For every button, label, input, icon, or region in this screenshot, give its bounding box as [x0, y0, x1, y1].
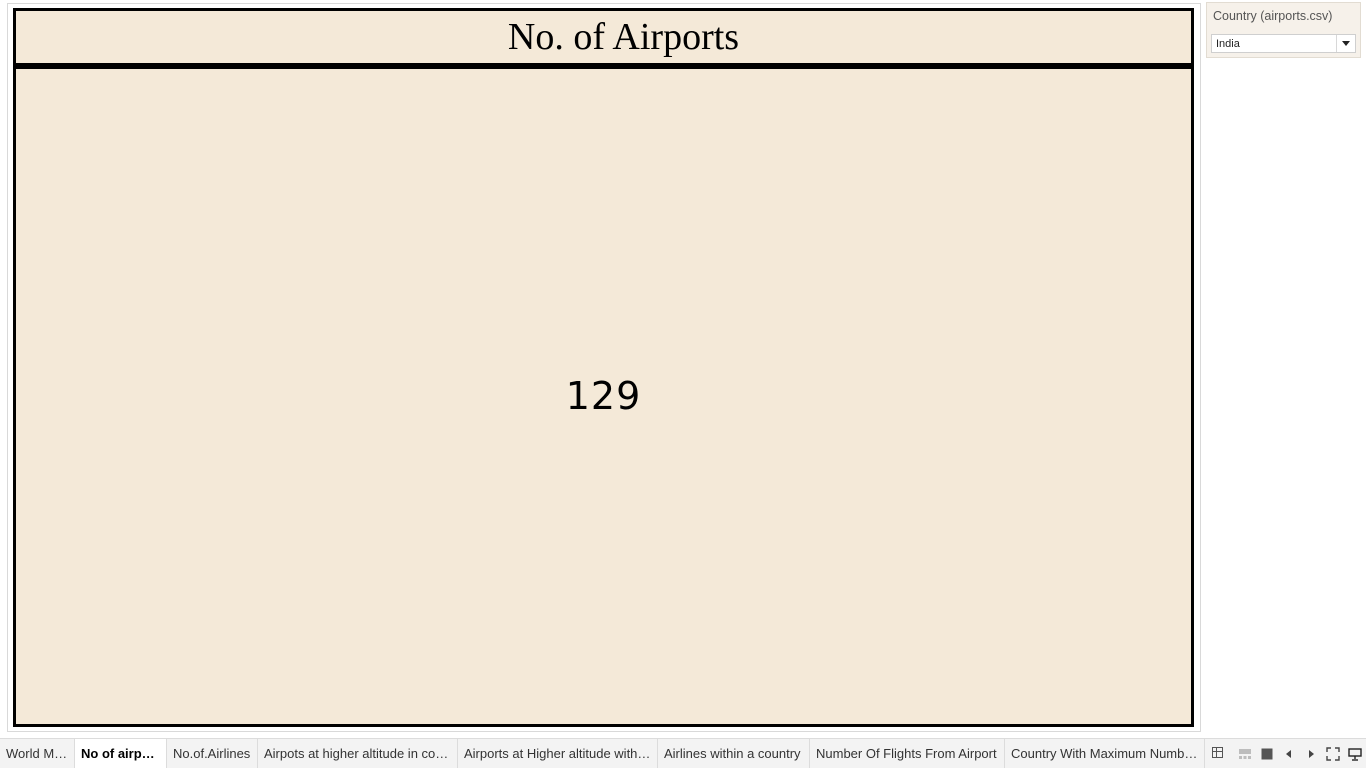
fit-screen-icon[interactable]	[1322, 739, 1344, 768]
tab-airports-higher-altitude-country[interactable]: Airpots at higher altitude in coun...	[258, 739, 458, 768]
tab-no-of-airlines[interactable]: No.of.Airlines	[167, 739, 258, 768]
new-sheet-icon[interactable]	[1212, 747, 1223, 758]
kpi-panel[interactable]: 129	[13, 66, 1194, 727]
tab-world-map[interactable]: World Map	[0, 739, 75, 768]
filmstrip-icon[interactable]	[1234, 739, 1256, 768]
tab-country-max-number[interactable]: Country With Maximum Number...	[1005, 739, 1205, 768]
tab-airports-higher-altitude-within[interactable]: Airports at Higher altitude within...	[458, 739, 658, 768]
sheet-tabs: World Map No of airports No.of.Airlines …	[0, 739, 1224, 768]
country-select-value: India	[1216, 38, 1240, 50]
country-filter: Country (airports.csv) India	[1206, 2, 1361, 58]
chevron-down-icon	[1342, 41, 1350, 46]
tab-toolbar	[1234, 739, 1366, 768]
tab-no-of-airports[interactable]: No of airports	[75, 739, 167, 768]
dropdown-button[interactable]	[1336, 35, 1355, 52]
workspace: No. of Airports 129 Country (airports.cs…	[7, 2, 1361, 732]
kpi-value: 129	[565, 374, 642, 418]
sheet-tab-bar: World Map No of airports No.of.Airlines …	[0, 738, 1366, 768]
title-panel: No. of Airports	[13, 8, 1194, 66]
country-select[interactable]: India	[1211, 34, 1356, 53]
tab-airlines-within-country[interactable]: Airlines within a country	[658, 739, 810, 768]
presentation-icon[interactable]	[1344, 739, 1366, 768]
previous-icon[interactable]	[1278, 739, 1300, 768]
tab-flights-from-airport[interactable]: Number Of Flights From Airport	[810, 739, 1005, 768]
tile-icon[interactable]	[1256, 739, 1278, 768]
next-icon[interactable]	[1300, 739, 1322, 768]
dashboard-title: No. of Airports	[507, 16, 740, 58]
filter-title: Country (airports.csv)	[1213, 9, 1333, 23]
